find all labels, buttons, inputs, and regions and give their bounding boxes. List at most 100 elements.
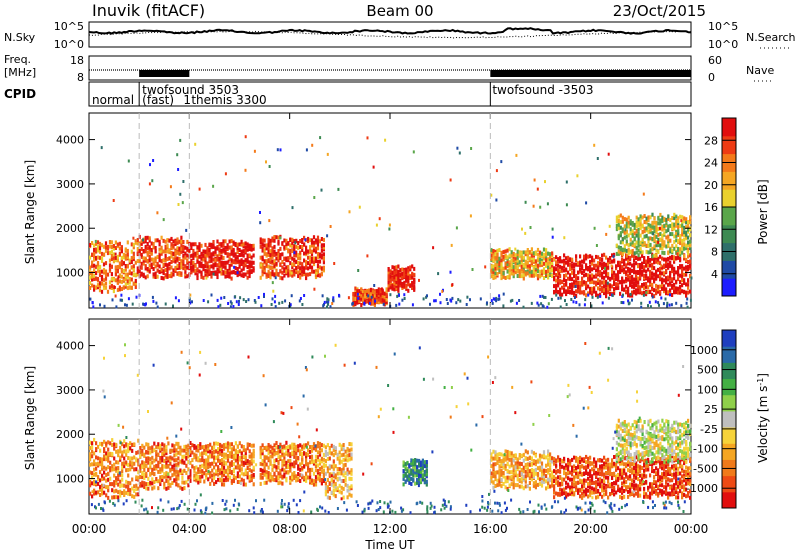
data-cell: [195, 478, 198, 483]
data-cell: [643, 241, 646, 246]
data-cell: [125, 442, 128, 447]
data-cell: [208, 248, 211, 252]
data-cell: [490, 256, 493, 261]
data-cell: [625, 234, 628, 239]
data-cell: [281, 260, 284, 264]
data-cell: [553, 258, 555, 262]
data-cell: [530, 449, 533, 454]
data-cell: [289, 475, 292, 480]
data-cell: [99, 487, 102, 492]
data-cell: [422, 297, 425, 301]
data-cell: [421, 473, 424, 478]
data-cell: [114, 278, 117, 283]
data-cell: [226, 268, 229, 273]
data-cell: [109, 482, 112, 487]
data-cell: [117, 477, 120, 482]
data-cell: [113, 442, 116, 447]
data-cell: [189, 469, 192, 474]
data-cell: [116, 269, 119, 274]
data-cell: [528, 267, 531, 272]
data-cell: [683, 272, 686, 277]
data-cell: [326, 297, 329, 301]
data-cell: [152, 272, 155, 277]
data-cell: [661, 286, 664, 291]
data-cell: [98, 284, 102, 288]
data-cell: [275, 465, 278, 470]
data-cell: [177, 456, 180, 461]
data-cell: [281, 463, 284, 468]
data-cell: [347, 296, 350, 300]
data-cell: [114, 294, 117, 298]
data-cell: [246, 471, 249, 476]
data-cell: [549, 484, 552, 489]
data-cell: [237, 303, 240, 306]
data-cell: [228, 274, 231, 279]
data-cell: [265, 470, 268, 475]
data-cell: [332, 466, 335, 471]
data-cell: [342, 495, 345, 500]
data-cell: [205, 475, 208, 480]
data-cell: [619, 291, 622, 296]
data-cell: [665, 257, 668, 262]
data-cell: [120, 267, 123, 272]
data-cell: [202, 264, 205, 268]
data-cell: [591, 261, 594, 266]
data-cell: [89, 281, 92, 285]
data-cell: [348, 476, 351, 481]
data-cell: [401, 274, 404, 279]
data-cell: [536, 459, 540, 464]
data-cell: [667, 224, 670, 229]
data-cell: [236, 474, 239, 479]
data-cell: [120, 255, 123, 260]
data-cell: [534, 460, 537, 464]
data-cell: [621, 240, 624, 245]
data-cell: [647, 236, 650, 241]
data-cell: [557, 281, 560, 286]
data-cell: [89, 446, 92, 451]
data-cell: [99, 478, 102, 483]
data-cell: [189, 475, 192, 480]
data-cell: [218, 259, 221, 264]
data-cell: [206, 273, 209, 278]
data-cell: [553, 267, 556, 272]
data-cell: [571, 264, 574, 268]
data-cell: [316, 463, 320, 468]
data-cell: [267, 252, 270, 257]
data-cell: [633, 231, 636, 236]
data-cell: [521, 227, 523, 231]
data-cell: [617, 285, 620, 290]
data-cell: [316, 255, 320, 260]
data-cell: [116, 277, 119, 282]
data-cell: [516, 258, 519, 263]
data-cell: [167, 441, 170, 446]
data-cell: [246, 446, 249, 451]
data-cell: [267, 471, 270, 475]
data-cell: [569, 267, 572, 271]
data-cell: [657, 221, 660, 226]
data-cell: [120, 287, 123, 291]
data-cell: [271, 467, 274, 472]
data-cell: [240, 261, 243, 266]
data-cell: [272, 289, 275, 293]
data-cell: [597, 255, 600, 260]
data-cell: [659, 243, 662, 248]
data-cell: [534, 259, 537, 264]
data-cell: [326, 495, 329, 500]
data-cell: [667, 265, 670, 270]
data-cell: [173, 478, 176, 483]
data-cell: [661, 277, 664, 282]
data-cell: [180, 261, 183, 266]
data-cell: [585, 286, 588, 291]
data-cell: [228, 461, 232, 466]
data-cell: [322, 252, 325, 257]
data-cell: [152, 159, 155, 162]
data-cell: [196, 255, 199, 260]
data-cell: [89, 470, 92, 475]
data-cell: [163, 447, 166, 452]
data-cell: [665, 264, 668, 269]
data-cell: [645, 273, 648, 278]
data-cell: [91, 283, 94, 288]
data-cell: [305, 478, 308, 483]
data-cell: [573, 293, 576, 297]
data-cell: [177, 445, 180, 450]
